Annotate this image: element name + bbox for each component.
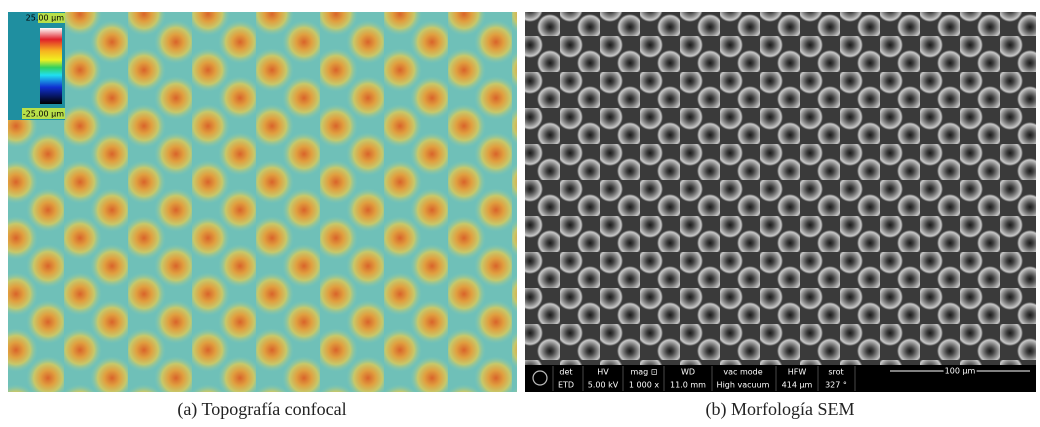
databar-label: HV [597,368,609,377]
databar-label: mag ⊡ [630,368,657,377]
sem-image [525,12,1036,392]
databar-value: 327 ° [825,381,847,390]
databar-value: 414 µm [782,381,813,390]
databar-value: 11.0 mm [670,381,706,390]
databar-label: HFW [788,368,807,377]
colorbar-min: -25.00 µm [23,110,64,119]
scale-bar-label: 100 µm [945,367,976,376]
colorbar-max: 25.00 µm [26,14,65,23]
databar-label: det [559,368,572,377]
caption: (b) Morfología SEM [706,399,855,420]
databar-label: WD [681,368,695,377]
confocal-image [8,12,517,392]
databar-value: ETD [558,381,574,390]
databar-label: vac mode [723,368,762,377]
databar-value: 5.00 kV [588,381,619,390]
databar-value: High vacuum [717,381,770,390]
databar-label: srot [828,368,843,377]
colorbar [40,28,62,104]
figure: 25.00 µm -25.00 µm det ETD HV 5.00 kV mag ⊡ 1… [0,0,1040,427]
databar-value: 1 000 x [629,381,659,390]
caption: (a) Topografía confocal [177,399,346,420]
